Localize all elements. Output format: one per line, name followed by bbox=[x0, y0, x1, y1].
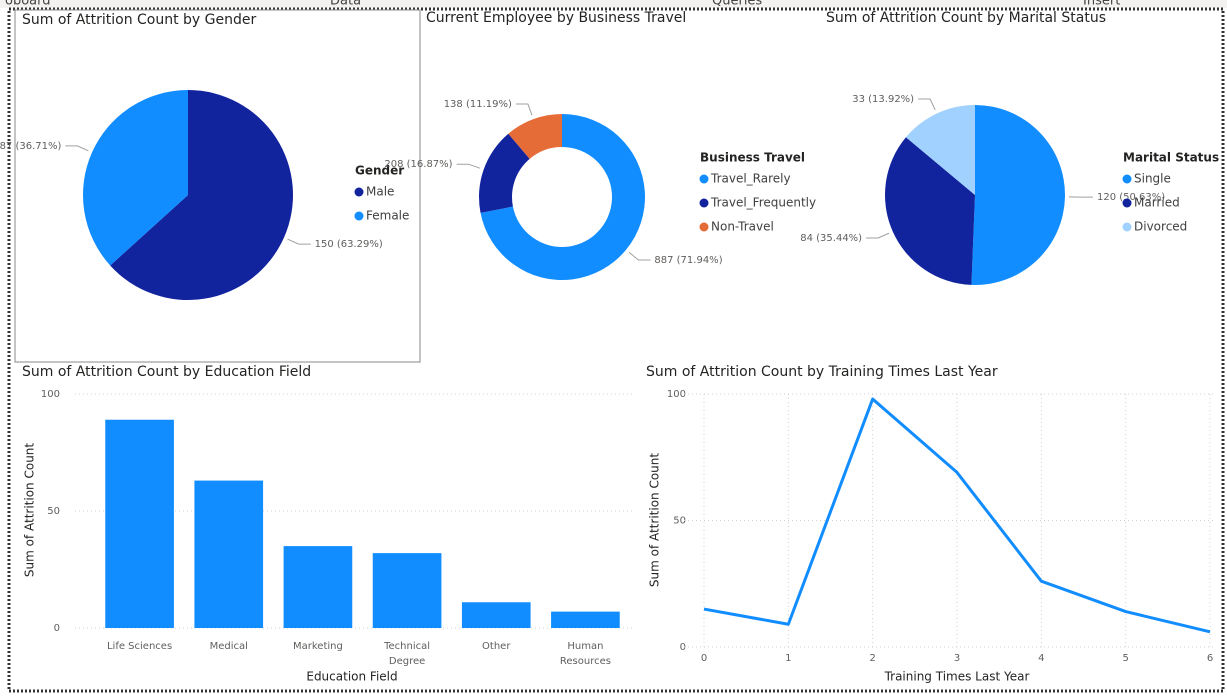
slice bbox=[905, 105, 975, 195]
data-label: 138 (11.19%) bbox=[444, 99, 512, 110]
leader-line bbox=[287, 238, 311, 245]
y-axis-title: Sum of Attrition Count bbox=[23, 443, 37, 578]
legend-marker bbox=[354, 211, 364, 221]
slice bbox=[885, 137, 975, 285]
legend-item: Non-Travel bbox=[711, 220, 774, 234]
legend-item: Divorced bbox=[1134, 220, 1187, 234]
legend-marker bbox=[1122, 174, 1132, 184]
y-tick-label: 0 bbox=[54, 623, 60, 634]
bar bbox=[461, 602, 531, 628]
legend-marker bbox=[699, 198, 709, 208]
x-tick-label: Technical Degree bbox=[383, 641, 430, 667]
x-tick-label: Human Resources bbox=[560, 641, 611, 667]
chart-title: Current Employee by Business Travel bbox=[426, 10, 686, 26]
leader-line bbox=[65, 145, 89, 152]
slice bbox=[478, 133, 530, 213]
ribbon-tab: Data bbox=[330, 0, 361, 9]
chart-title: Sum of Attrition Count by Education Fiel… bbox=[22, 364, 311, 380]
line bbox=[703, 397, 1211, 634]
leader-line bbox=[628, 251, 651, 261]
x-tick-label: Other bbox=[482, 641, 511, 652]
legend-item: Single bbox=[1134, 172, 1171, 186]
selected-visual-frame bbox=[14, 9, 421, 363]
data-label: 87 (36.71%) bbox=[0, 141, 61, 152]
x-axis-title: Training Times Last Year bbox=[884, 670, 1030, 684]
legend-marker bbox=[699, 222, 709, 232]
leader-line bbox=[515, 103, 533, 116]
legend-marker bbox=[1122, 198, 1132, 208]
legend-title: Gender bbox=[355, 164, 404, 178]
x-tick-label: 6 bbox=[1207, 653, 1213, 664]
legend-marker bbox=[699, 174, 709, 184]
bar bbox=[551, 611, 620, 628]
ribbon-strip bbox=[0, 0, 1227, 8]
x-tick-label: 2 bbox=[869, 653, 875, 664]
x-tick-label: Life Sciences bbox=[107, 641, 172, 652]
legend-item: Travel_Frequently bbox=[710, 196, 816, 210]
y-tick-label: 50 bbox=[673, 516, 686, 527]
x-tick-label: Medical bbox=[210, 641, 248, 652]
x-axis-title: Education Field bbox=[306, 670, 397, 684]
leader-line bbox=[918, 98, 936, 111]
data-label: 84 (35.44%) bbox=[800, 233, 862, 244]
x-tick-label: 0 bbox=[701, 653, 707, 664]
data-label: 887 (71.94%) bbox=[654, 255, 722, 266]
legend-marker bbox=[1122, 222, 1132, 232]
y-tick-label: 100 bbox=[667, 389, 686, 400]
legend-title: Business Travel bbox=[700, 151, 805, 165]
chart-title: Sum of Attrition Count by Training Times… bbox=[646, 364, 998, 380]
data-label: 120 (50.63%) bbox=[1097, 192, 1165, 203]
data-label: 33 (13.92%) bbox=[852, 94, 914, 105]
bar bbox=[283, 546, 353, 628]
slice bbox=[508, 114, 562, 159]
y-tick-label: 0 bbox=[680, 642, 686, 653]
bar bbox=[372, 553, 442, 628]
slice bbox=[83, 90, 188, 266]
slice bbox=[971, 105, 1066, 285]
ribbon-tab: oboard bbox=[5, 0, 51, 9]
leader-line bbox=[866, 232, 890, 239]
ribbon-tab: Insert bbox=[1083, 0, 1120, 9]
ribbon-tab: Queries bbox=[712, 0, 762, 9]
data-label: 208 (16.87%) bbox=[384, 159, 452, 170]
legend-item: Female bbox=[366, 209, 409, 223]
leader-line bbox=[456, 163, 481, 169]
x-tick-label: Marketing bbox=[293, 641, 343, 652]
x-tick-label: 5 bbox=[1122, 653, 1128, 664]
x-tick-label: 3 bbox=[954, 653, 960, 664]
legend-item: Married bbox=[1134, 196, 1180, 210]
slice bbox=[110, 90, 293, 300]
data-label: 150 (63.29%) bbox=[315, 239, 383, 250]
y-tick-label: 50 bbox=[47, 506, 60, 517]
legend-item: Travel_Rarely bbox=[710, 172, 791, 186]
legend-marker bbox=[354, 187, 364, 197]
chart-title: Sum of Attrition Count by Gender bbox=[22, 12, 256, 28]
bar bbox=[105, 419, 174, 628]
legend-title: Marital Status bbox=[1123, 151, 1219, 165]
y-tick-label: 100 bbox=[41, 389, 60, 400]
x-tick-label: 1 bbox=[785, 653, 791, 664]
legend-item: Male bbox=[366, 185, 394, 199]
bar bbox=[194, 480, 264, 628]
y-axis-title: Sum of Attrition Count bbox=[648, 453, 662, 588]
x-tick-label: 4 bbox=[1038, 653, 1044, 664]
chart-title: Sum of Attrition Count by Marital Status bbox=[826, 10, 1106, 26]
slice bbox=[480, 114, 645, 280]
